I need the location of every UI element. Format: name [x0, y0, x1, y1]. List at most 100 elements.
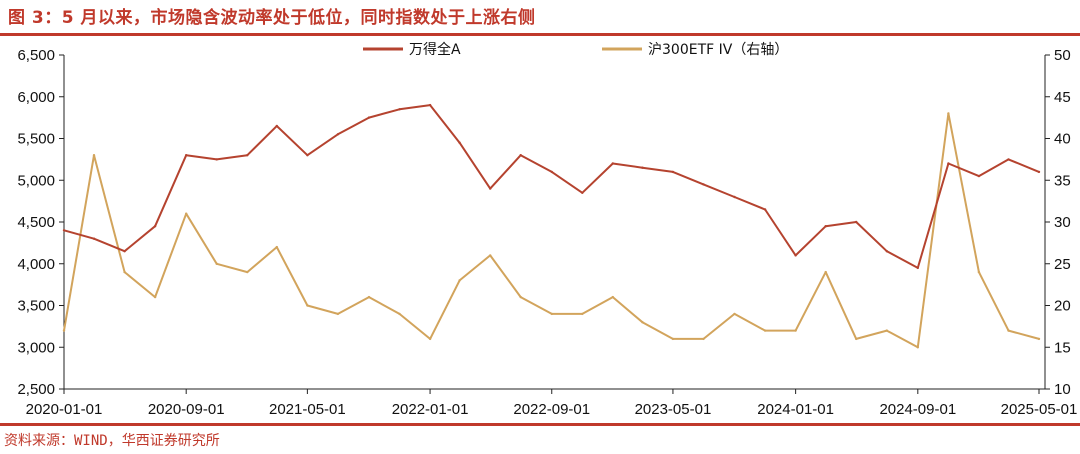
right-tick-label: 40 [1054, 131, 1071, 148]
left-tick-label: 5,500 [17, 131, 55, 148]
series-1-point [215, 158, 218, 161]
x-tick-label: 2022-09-01 [513, 401, 590, 418]
series-1-point [824, 225, 827, 228]
x-tick-label: 2023-05-01 [635, 401, 712, 418]
x-tick-label: 2020-01-01 [26, 401, 103, 418]
series-1-point [62, 229, 66, 232]
series-2-point [733, 312, 736, 316]
series-1-point [489, 187, 492, 190]
left-tick-label: 4,000 [17, 256, 55, 273]
left-tick-label: 5,000 [17, 172, 55, 189]
series-1-point [246, 154, 249, 157]
series-1-point [185, 154, 188, 157]
series-1-point [336, 133, 340, 136]
series-1-point [977, 174, 981, 178]
figure-title: 图 3：5 月以来，市场隐含波动率处于低位，同时指数处于上涨右侧 [8, 8, 536, 28]
series-line-1 [63, 104, 1040, 269]
right-tick-label: 45 [1054, 89, 1071, 106]
series-2-point [367, 295, 371, 299]
series-1-point [855, 220, 858, 224]
series-2-point [611, 295, 614, 299]
series-2-point [123, 270, 126, 274]
series-2-point [550, 312, 553, 316]
series-1-point [275, 124, 278, 128]
chart-axes [63, 55, 1046, 390]
left-tick-label: 6,000 [17, 89, 55, 106]
series-1-point [763, 208, 767, 211]
series-1-point [367, 116, 371, 119]
x-axis-ticks: 2020-01-01 2020-09-01 2021-05-01 2022-01-01… [26, 389, 1078, 418]
series-2-point [824, 270, 827, 274]
series-1-point [581, 191, 584, 194]
x-tick-label: 2024-01-01 [757, 401, 834, 418]
series-2-point [1007, 329, 1010, 332]
right-tick-label: 10 [1054, 381, 1071, 398]
series-2-point [855, 337, 858, 341]
series-layer [62, 103, 1041, 349]
series-2-point [215, 262, 218, 265]
series-2-point [916, 346, 919, 349]
series-2-point [428, 337, 432, 341]
right-tick-label: 20 [1054, 298, 1071, 315]
series-2-point [92, 154, 96, 157]
series-1-point [885, 250, 888, 253]
series-1-point [702, 183, 705, 186]
series-2-point [153, 295, 157, 299]
series-1-point [458, 141, 461, 144]
series-1-point [794, 254, 797, 257]
series-line-2 [63, 112, 1040, 349]
series-2-point [489, 254, 492, 257]
series-2-point [246, 270, 249, 274]
source-note: 资料来源：WIND，华西证券研究所 [4, 433, 220, 449]
series-2-point [702, 337, 705, 341]
series-2-point [794, 329, 797, 332]
series-1-point [398, 108, 401, 111]
x-tick-label: 2021-05-01 [269, 401, 346, 418]
series-2-point [641, 321, 644, 324]
series-2-point [336, 312, 340, 316]
left-tick-label: 6,500 [17, 47, 55, 64]
series-1-point [123, 250, 126, 253]
series-1-point [153, 225, 157, 228]
series-1-point [519, 154, 522, 157]
series-2-point [581, 312, 584, 316]
right-tick-label: 30 [1054, 214, 1071, 231]
series-1-point [611, 162, 614, 165]
series-1-point [92, 237, 96, 240]
series-2-point [671, 337, 675, 341]
right-tick-label: 25 [1054, 256, 1071, 273]
right-tick-label: 15 [1054, 339, 1071, 356]
series-2-point [977, 270, 981, 274]
series-2-point [885, 329, 888, 332]
series-1-point [916, 266, 919, 270]
legend-label-2: 沪300ETF IV（右轴） [648, 42, 788, 58]
bottom-rule [0, 423, 1080, 426]
series-2-point [185, 212, 188, 215]
left-tick-label: 3,000 [17, 339, 55, 356]
right-tick-label: 35 [1054, 172, 1071, 189]
x-tick-label: 2025-05-01 [1001, 401, 1078, 418]
series-2-point [1037, 337, 1041, 341]
left-tick-label: 2,500 [17, 381, 55, 398]
series-1-point [733, 195, 736, 199]
left-tick-label: 3,500 [17, 298, 55, 315]
left-axis-ticks: 2,500 3,000 3,500 4,000 4,500 5,000 5,500 6,000… [17, 47, 64, 398]
series-2-point [398, 312, 401, 316]
right-axis-ticks: 10 15 20 25 30 35 40 45 50 [1045, 47, 1071, 398]
right-tick-label: 50 [1054, 47, 1071, 64]
series-1-point [550, 170, 553, 174]
legend-label-1: 万得全A [409, 41, 461, 58]
series-1-point [671, 170, 675, 174]
series-2-point [275, 245, 278, 249]
series-2-point [519, 295, 522, 299]
series-1-point [1037, 170, 1041, 174]
series-2-point [458, 279, 461, 282]
series-2-point [62, 329, 66, 332]
x-tick-label: 2024-09-01 [879, 401, 956, 418]
series-1-point [306, 154, 309, 157]
series-1-point [428, 103, 432, 107]
x-tick-label: 2020-09-01 [148, 401, 225, 418]
series-1-point [641, 166, 644, 169]
series-2-point [947, 112, 950, 115]
